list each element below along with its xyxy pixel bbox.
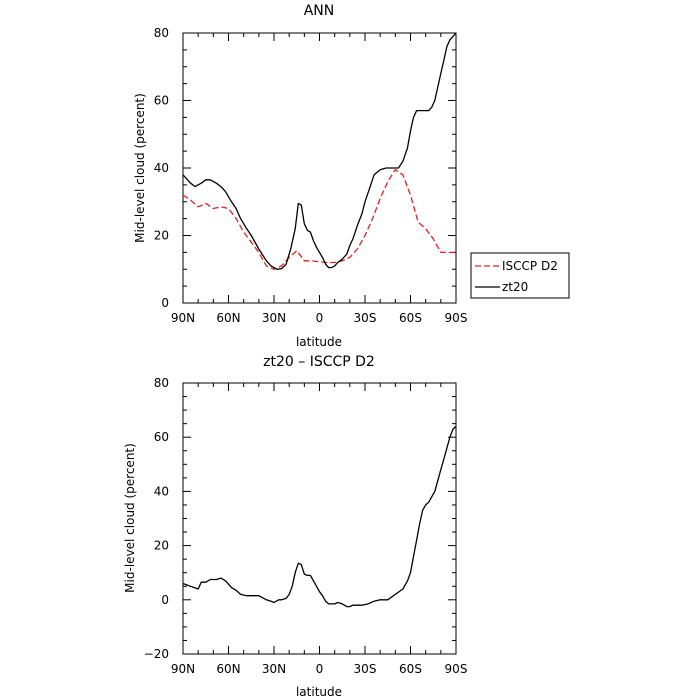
top-series-lines <box>182 32 457 270</box>
series-line-zt20 <box>182 32 457 270</box>
legend: ISCCP D2 zt20 <box>470 252 570 299</box>
y-tick-label: 0 <box>161 593 169 607</box>
bottom-axis-ticks <box>182 382 457 655</box>
y-tick-label: −20 <box>144 647 169 661</box>
y-tick-label: 80 <box>154 26 169 40</box>
x-tick-label: 60S <box>399 311 422 325</box>
legend-label-zt20: zt20 <box>502 280 528 294</box>
y-tick-label: 0 <box>161 296 169 310</box>
x-tick-label: 60N <box>216 662 240 676</box>
bottom-y-axis-label: Mid-level cloud (percent) <box>123 443 137 593</box>
x-tick-label: 30N <box>262 311 286 325</box>
x-tick-label: 30S <box>354 311 377 325</box>
x-tick-label: 60N <box>216 311 240 325</box>
x-tick-label: 90N <box>171 311 195 325</box>
x-tick-label: 90N <box>171 662 195 676</box>
top-x-axis-label: latitude <box>296 335 342 349</box>
y-tick-label: 20 <box>154 539 169 553</box>
x-tick-label: 0 <box>316 311 324 325</box>
top-panel: ANN 90N 60N 30N 0 30S 60S 90S 0 20 40 60 80 latitud… <box>133 3 570 349</box>
top-axis-tick-labels: 90N 60N 30N 0 30S 60S 90S 0 20 40 60 80 <box>154 26 468 325</box>
y-tick-label: 80 <box>154 376 169 390</box>
legend-box <box>470 252 570 299</box>
x-tick-label: 60S <box>399 662 422 676</box>
top-chart-title: ANN <box>304 3 335 19</box>
y-tick-label: 20 <box>154 229 169 243</box>
legend-label-isccp-d2: ISCCP D2 <box>502 259 558 273</box>
bottom-plot-frame <box>182 382 457 655</box>
x-tick-label: 90S <box>445 311 468 325</box>
y-tick-label: 40 <box>154 161 169 175</box>
x-tick-label: 0 <box>316 662 324 676</box>
bottom-chart-title: zt20 – ISCCP D2 <box>263 354 375 370</box>
y-tick-label: 40 <box>154 484 169 498</box>
top-plot-frame <box>182 32 457 304</box>
y-tick-label: 60 <box>154 94 169 108</box>
x-tick-label: 30N <box>262 662 286 676</box>
bottom-series-lines <box>182 425 457 608</box>
x-tick-label: 90S <box>445 662 468 676</box>
bottom-x-axis-label: latitude <box>296 685 342 699</box>
bottom-axis-tick-labels: 90N 60N 30N 0 30S 60S 90S −20 0 20 40 60 80 <box>144 376 468 676</box>
series-line-difference <box>182 425 457 608</box>
top-axis-ticks <box>182 32 457 304</box>
bottom-panel: zt20 – ISCCP D2 90N 60N 30N 0 30S 60S 90S −20 0 2… <box>123 354 467 699</box>
y-tick-label: 60 <box>154 430 169 444</box>
x-tick-label: 30S <box>354 662 377 676</box>
series-line-isccp-d2 <box>182 169 456 270</box>
top-y-axis-label: Mid-level cloud (percent) <box>133 93 147 243</box>
